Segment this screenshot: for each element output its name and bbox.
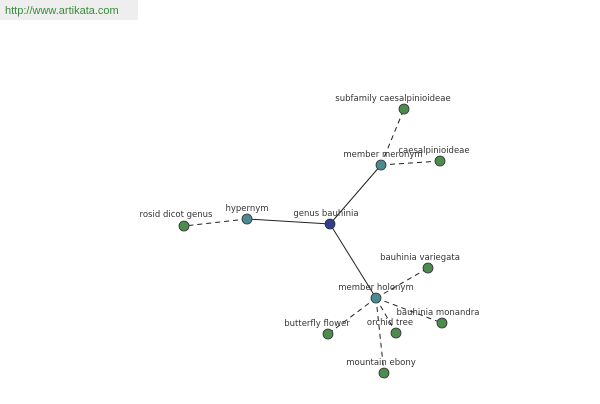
node-label: subfamily caesalpinioideae: [335, 94, 450, 104]
edges: [183, 108, 443, 374]
node: [390, 327, 402, 339]
node: [324, 218, 336, 230]
node: [398, 103, 410, 115]
node: [375, 159, 387, 171]
node: [322, 328, 334, 340]
edge: [329, 164, 382, 225]
edge: [375, 297, 385, 374]
node-label: hypernym: [225, 204, 268, 214]
edge: [375, 267, 429, 299]
edge: [380, 160, 441, 166]
edge: [329, 223, 377, 299]
node: [378, 367, 390, 379]
edge: [327, 297, 377, 335]
node: [370, 292, 382, 304]
edge: [246, 218, 331, 225]
node: [241, 213, 253, 225]
node: [434, 155, 446, 167]
node-label: rosid dicot genus: [140, 210, 213, 220]
node-label: member holonym: [338, 283, 413, 293]
node-label: butterfly flower: [284, 319, 350, 329]
node-label: bauhinia monandra: [397, 308, 480, 318]
node: [422, 262, 434, 274]
node-label: member meronym: [343, 150, 422, 160]
node: [178, 220, 190, 232]
labels: genus bauhinia hypernym rosid dicot genu…: [140, 94, 480, 368]
edge: [375, 297, 397, 334]
node-label: orchid tree: [367, 318, 413, 328]
url: http://www.artikata.com: [5, 5, 119, 17]
node-label: genus bauhinia: [293, 209, 358, 219]
edge: [375, 297, 443, 324]
url-box: [0, 0, 138, 20]
edge: [380, 108, 405, 166]
node-label: bauhinia variegata: [380, 253, 460, 263]
node: [436, 317, 448, 329]
node-label: caesalpinioideae: [398, 146, 469, 156]
nodes: [178, 103, 448, 379]
edge: [183, 218, 248, 227]
node-label: mountain ebony: [346, 358, 416, 368]
